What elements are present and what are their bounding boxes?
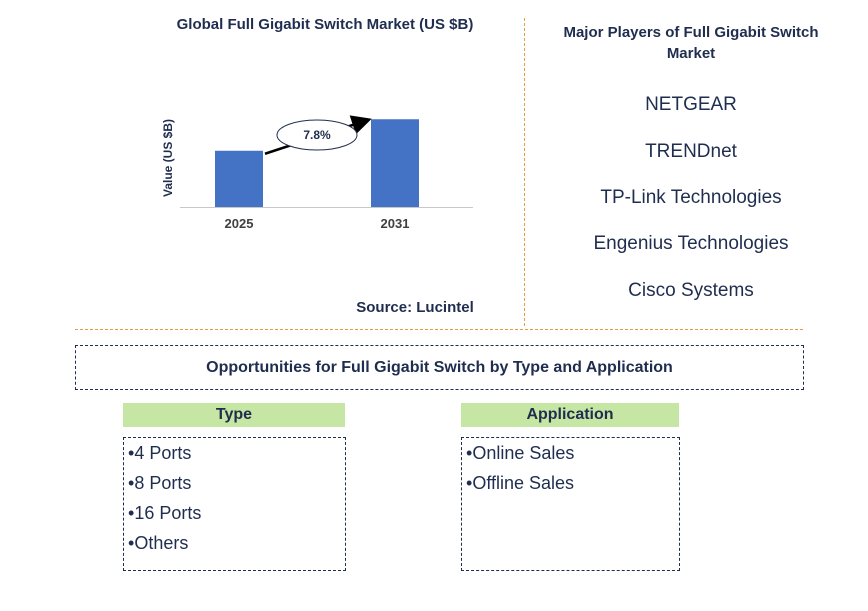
list-item: 16 Ports [128, 501, 345, 531]
cagr-label: 7.8% [303, 128, 331, 142]
player-item: TP-Link Technologies [600, 187, 782, 208]
type-heading: Type [123, 403, 345, 427]
type-list: 4 Ports 8 Ports 16 Ports Others [124, 441, 345, 561]
opportunities-title: Opportunities for Full Gigabit Switch by… [75, 345, 804, 390]
y-axis-label: Value (US $B) [161, 119, 175, 197]
x-tick-label: 2025 [225, 216, 254, 231]
chart-title: Global Full Gigabit Switch Market (US $B… [176, 16, 474, 33]
bar-2031 [371, 119, 419, 207]
player-item: NETGEAR [645, 94, 737, 115]
list-item: Others [128, 531, 345, 561]
source-note: Source: Lucintel [356, 299, 474, 316]
list-item: 4 Ports [128, 441, 345, 471]
player-item: Engenius Technologies [593, 233, 789, 254]
list-item: Online Sales [466, 441, 679, 471]
list-item: Offline Sales [466, 471, 679, 501]
bar-2025 [215, 150, 263, 207]
application-heading: Application [461, 403, 679, 427]
opportunities-title-text: Opportunities for Full Gigabit Switch by… [206, 358, 673, 376]
vertical-divider [524, 18, 525, 326]
horizontal-divider [75, 329, 803, 330]
bar-chart: Value (US $B) 2025 2031 7.8% [161, 115, 473, 231]
players-title: Major Players of Full Gigabit Switch Mar… [563, 24, 819, 62]
type-list-box: 4 Ports 8 Ports 16 Ports Others [123, 437, 346, 571]
player-item: TRENDnet [645, 141, 737, 162]
list-item: 8 Ports [128, 471, 345, 501]
application-list: Online Sales Offline Sales [462, 441, 679, 501]
x-tick-label: 2031 [381, 216, 410, 231]
cagr-bubble [276, 119, 358, 151]
player-item: Cisco Systems [628, 280, 754, 301]
application-list-box: Online Sales Offline Sales [461, 437, 680, 571]
